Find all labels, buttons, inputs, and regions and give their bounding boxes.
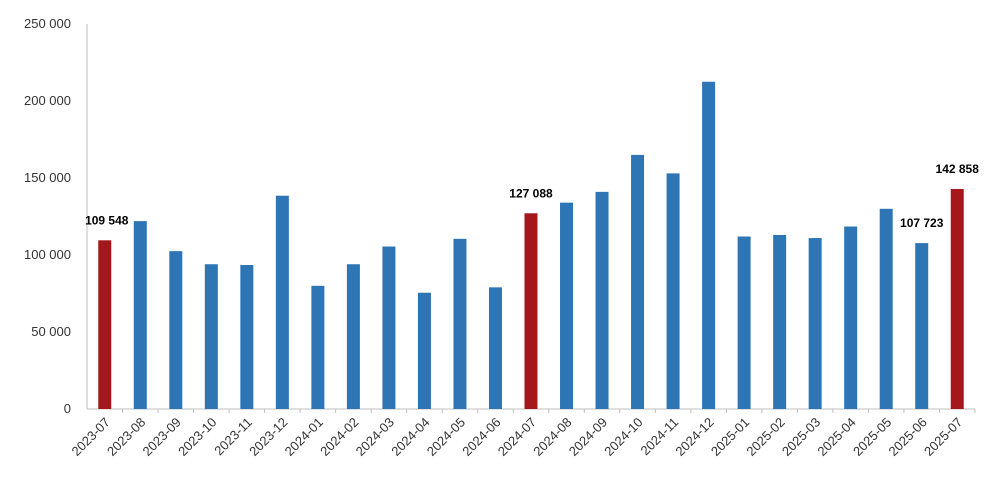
bar-highlight <box>524 213 538 409</box>
x-tick-label: 2024-04 <box>388 415 432 459</box>
bar <box>808 238 822 409</box>
y-tick-label: 200 000 <box>24 93 71 108</box>
bar <box>773 234 787 409</box>
x-tick-label: 2023-09 <box>140 415 184 459</box>
bar <box>275 195 289 409</box>
bar <box>240 265 254 409</box>
x-tick-label: 2024-05 <box>424 415 468 459</box>
x-tick-label: 2024-08 <box>530 415 574 459</box>
bars <box>98 81 964 409</box>
y-tick-label: 0 <box>64 401 71 416</box>
data-label: 127 088 <box>509 186 553 200</box>
bar-highlight <box>98 240 112 409</box>
x-tick-label: 2024-09 <box>566 415 610 459</box>
x-tick-label: 2025-05 <box>850 415 894 459</box>
x-tick-label: 2023-07 <box>69 415 113 459</box>
bar <box>844 226 858 409</box>
bar <box>417 292 431 409</box>
bar <box>311 285 325 409</box>
x-tick-label: 2025-04 <box>814 415 858 459</box>
x-tick-label: 2025-06 <box>885 415 929 459</box>
x-tick-label: 2025-01 <box>708 415 752 459</box>
bar <box>560 202 574 409</box>
x-tick-label: 2024-06 <box>459 415 503 459</box>
bar <box>595 191 609 409</box>
x-tick-label: 2023-12 <box>246 415 290 459</box>
bar <box>382 246 396 409</box>
x-tick-label: 2024-02 <box>317 415 361 459</box>
y-tick-label: 100 000 <box>24 247 71 262</box>
x-tick-label: 2023-08 <box>104 415 148 459</box>
bar <box>133 221 147 409</box>
bar <box>488 287 502 409</box>
bar <box>666 173 680 409</box>
data-label: 109 548 <box>85 213 129 227</box>
x-tick-label: 2024-03 <box>353 415 397 459</box>
bar-highlight <box>950 188 964 409</box>
bar <box>915 243 929 409</box>
y-tick-label: 50 000 <box>31 324 71 339</box>
bar <box>204 264 218 409</box>
x-tick-label: 2024-07 <box>495 415 539 459</box>
bar <box>453 238 467 409</box>
x-tick-label: 2023-10 <box>175 415 219 459</box>
x-tick-label: 2025-03 <box>779 415 823 459</box>
x-tick-label: 2025-02 <box>743 415 787 459</box>
data-labels: 109 548 127 088 107 723 142 858 <box>85 162 979 230</box>
bar <box>169 251 183 409</box>
bar <box>879 208 893 409</box>
data-label: 107 723 <box>900 216 944 230</box>
data-label: 142 858 <box>936 162 980 176</box>
bar <box>346 264 360 409</box>
y-tick-label: 150 000 <box>24 170 71 185</box>
bar <box>702 81 716 409</box>
bar <box>737 236 751 409</box>
x-tick-label: 2025-07 <box>921 415 965 459</box>
x-tick-label: 2024-12 <box>672 415 716 459</box>
x-tick-label: 2024-10 <box>601 415 645 459</box>
y-tick-label: 250 000 <box>24 16 71 31</box>
bar <box>631 154 645 409</box>
x-tick-label: 2024-01 <box>282 415 326 459</box>
